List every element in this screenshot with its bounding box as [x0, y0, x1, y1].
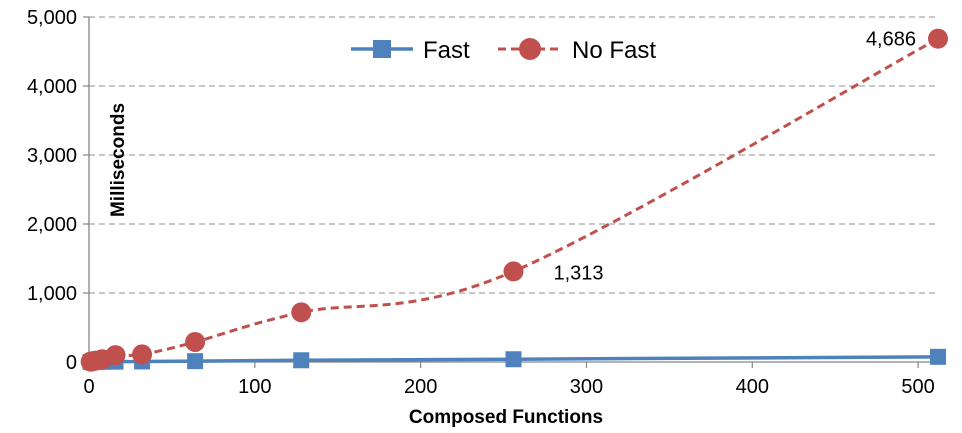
legend-item-fast: Fast: [351, 37, 470, 64]
legend-label-fast: Fast: [423, 37, 470, 64]
data-point-no-fast: [105, 345, 126, 366]
grid-lines: [89, 16, 938, 294]
y-tick-labels: 0 1,000 2,000 3,000 4,000 5,000: [27, 7, 77, 374]
data-point-fast: [187, 353, 204, 370]
data-point-fast: [293, 352, 310, 369]
x-tick-label: 100: [238, 376, 271, 398]
x-tick-label: 0: [83, 376, 94, 398]
data-point-no-fast: [132, 344, 153, 365]
data-point-no-fast: [503, 261, 524, 282]
data-label: 1,313: [554, 262, 604, 284]
x-tick-label: 300: [570, 376, 603, 398]
x-axis-title: Composed Functions: [409, 407, 603, 428]
y-tick-label: 2,000: [27, 214, 77, 236]
data-point-no-fast: [185, 331, 206, 352]
x-tick-label: 500: [901, 376, 934, 398]
x-tick-labels: 0 100 200 300 400 500: [83, 376, 934, 398]
x-tick-label: 200: [404, 376, 437, 398]
data-point-no-fast: [291, 302, 312, 323]
y-tick-label: 3,000: [27, 145, 77, 167]
series-fast: [82, 348, 946, 370]
y-tick-label: 1,000: [27, 283, 77, 305]
axes: [83, 16, 938, 368]
y-tick-label: 5,000: [27, 7, 77, 29]
data-point-fast: [505, 351, 522, 368]
series: [80, 28, 948, 372]
y-tick-label: 4,000: [27, 76, 77, 98]
data-label: 4,686: [866, 29, 916, 51]
y-tick-label: 0: [66, 352, 77, 374]
series-line-no-fast: [90, 37, 939, 364]
legend-label-no-fast: No Fast: [572, 37, 656, 64]
data-point-fast: [930, 348, 946, 365]
legend-marker-no-fast: [519, 38, 541, 60]
series-no-fast: [80, 28, 948, 372]
y-axis-title: Milliseconds: [108, 103, 129, 217]
x-tick-label: 400: [736, 376, 769, 398]
data-point-no-fast: [928, 28, 948, 49]
data-labels: 1,313 4,686: [554, 29, 917, 285]
legend: Fast No Fast: [351, 37, 656, 64]
legend-marker-fast: [373, 40, 391, 58]
legend-item-no-fast: No Fast: [498, 37, 656, 64]
